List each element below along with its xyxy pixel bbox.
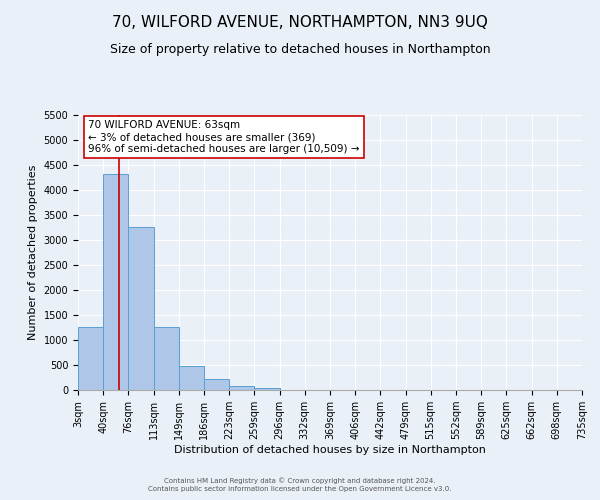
X-axis label: Distribution of detached houses by size in Northampton: Distribution of detached houses by size … [174, 445, 486, 455]
Text: 70 WILFORD AVENUE: 63sqm
← 3% of detached houses are smaller (369)
96% of semi-d: 70 WILFORD AVENUE: 63sqm ← 3% of detache… [88, 120, 359, 154]
Y-axis label: Number of detached properties: Number of detached properties [28, 165, 38, 340]
Text: Size of property relative to detached houses in Northampton: Size of property relative to detached ho… [110, 42, 490, 56]
Bar [154, 326, 179, 390]
Bar [103, 174, 128, 390]
Bar [78, 326, 103, 390]
Text: Contains HM Land Registry data © Crown copyright and database right 2024.
Contai: Contains HM Land Registry data © Crown c… [148, 477, 452, 492]
Bar [179, 366, 204, 390]
Text: 70, WILFORD AVENUE, NORTHAMPTON, NN3 9UQ: 70, WILFORD AVENUE, NORTHAMPTON, NN3 9UQ [112, 15, 488, 30]
Bar [254, 388, 280, 390]
Bar [229, 386, 254, 390]
Bar [128, 226, 154, 390]
Bar [204, 378, 229, 390]
